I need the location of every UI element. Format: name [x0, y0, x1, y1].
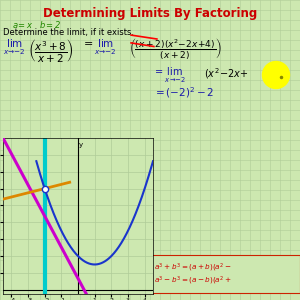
- Text: $\left(\dfrac{(x+2)(x^2\!-\!2x\!+\!4)}{(x+2)}\right)$: $\left(\dfrac{(x+2)(x^2\!-\!2x\!+\!4)}{(…: [129, 36, 222, 61]
- Text: $=$: $=$: [81, 38, 93, 47]
- Text: $\lim_{x\to -2}$: $\lim_{x\to -2}$: [3, 38, 26, 57]
- FancyBboxPatch shape: [148, 255, 300, 292]
- Text: $a$= $x$   $b$= 2: $a$= $x$ $b$= 2: [12, 20, 61, 31]
- Text: $= (-2)^2 - 2$: $= (-2)^2 - 2$: [153, 85, 214, 100]
- Circle shape: [262, 61, 290, 88]
- Text: Determining Limits By Factoring: Determining Limits By Factoring: [43, 8, 257, 20]
- Text: $(x^2\!-\!2x\!+$: $(x^2\!-\!2x\!+$: [204, 66, 249, 81]
- Text: y: y: [79, 142, 83, 148]
- Text: $\lim_{x\to -2}$: $\lim_{x\to -2}$: [94, 38, 117, 57]
- Text: Determine the limit, if it exists.: Determine the limit, if it exists.: [3, 28, 134, 38]
- Text: $a^3+b^3=(a+b)(a^2-$: $a^3+b^3=(a+b)(a^2-$: [154, 262, 232, 274]
- Text: $= \lim_{x\to -2}$: $= \lim_{x\to -2}$: [153, 66, 186, 86]
- Text: $\left(\dfrac{x^3+8}{x+2}\right)$: $\left(\dfrac{x^3+8}{x+2}\right)$: [28, 37, 74, 64]
- Text: $a^3-b^3=(a-b)(a^2+$: $a^3-b^3=(a-b)(a^2+$: [154, 274, 232, 287]
